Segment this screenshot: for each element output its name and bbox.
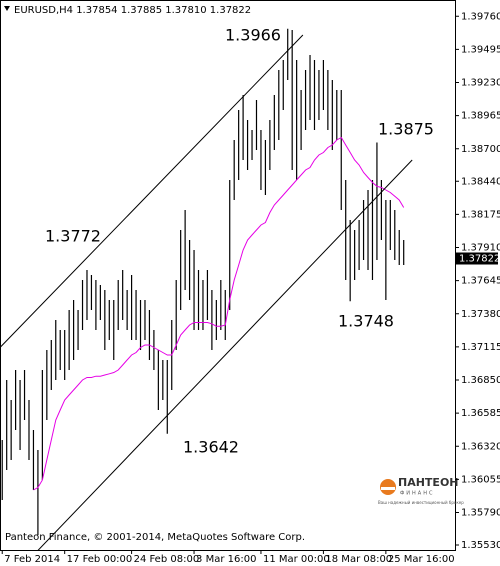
footer: Panteon Finance, © 2001-2014, MetaQuotes… bbox=[5, 532, 305, 543]
header: EURUSD,H4 1.37854 1.37885 1.37810 1.3782… bbox=[14, 5, 251, 16]
price-annotation: 1.3875 bbox=[378, 120, 434, 139]
logo-icon-band bbox=[381, 487, 395, 490]
logo-name: ПАНТЕОН bbox=[398, 476, 459, 489]
x-tick-label: 3 Mar 16:00 bbox=[196, 554, 256, 565]
y-tick-label: 1.35530 bbox=[461, 540, 500, 551]
y-tick-label: 1.38700 bbox=[461, 144, 500, 155]
y-tick-label: 1.36320 bbox=[461, 441, 500, 452]
x-tick-label: 24 Feb 08:00 bbox=[134, 554, 200, 565]
y-tick-label: 1.39230 bbox=[461, 78, 500, 89]
header-icon bbox=[4, 6, 10, 11]
y-tick-label: 1.37910 bbox=[461, 243, 500, 254]
y-tick-label: 1.35790 bbox=[461, 508, 500, 519]
logo-tagline: Ваш надежный инвестиционный брокер bbox=[378, 500, 464, 505]
y-tick-label: 1.39495 bbox=[461, 44, 500, 55]
y-tick-label: 1.37380 bbox=[461, 309, 500, 320]
x-tick-label: 25 Mar 16:00 bbox=[388, 554, 455, 565]
moving-average bbox=[33, 136, 405, 491]
y-tick-label: 1.37645 bbox=[461, 276, 500, 287]
y-tick-label: 1.38175 bbox=[461, 209, 500, 220]
y-tick-label: 1.39760 bbox=[461, 11, 500, 22]
x-tick-label: 17 Feb 00:00 bbox=[67, 554, 133, 565]
logo: ПАНТЕОН ФИНАНС Ваш надежный инвестиционн… bbox=[378, 476, 464, 505]
x-tick-label: 11 Mar 00:00 bbox=[263, 554, 330, 565]
y-tick-label: 1.36055 bbox=[461, 474, 500, 485]
plot-frame bbox=[0, 0, 456, 551]
last-price-label: 1.37822 bbox=[459, 254, 500, 265]
x-tick-label: 18 Mar 08:00 bbox=[325, 554, 392, 565]
y-tick-label: 1.38440 bbox=[461, 176, 500, 187]
price-annotation: 1.3966 bbox=[225, 26, 281, 45]
price-annotation: 1.3748 bbox=[338, 312, 394, 331]
y-tick-label: 1.36850 bbox=[461, 375, 500, 386]
y-tick-label: 1.37115 bbox=[461, 342, 500, 353]
channel-line bbox=[0, 34, 304, 348]
plot-area bbox=[0, 28, 413, 550]
y-tick-label: 1.38965 bbox=[461, 111, 500, 122]
y-tick-label: 1.36585 bbox=[461, 408, 500, 419]
x-tick-label: 7 Feb 2014 bbox=[4, 554, 60, 565]
price-annotation: 1.3772 bbox=[45, 227, 101, 246]
logo-sub: ФИНАНС bbox=[400, 491, 434, 497]
last-price-box bbox=[456, 252, 498, 265]
price-annotation: 1.3642 bbox=[183, 438, 239, 457]
channel-line bbox=[37, 159, 413, 550]
